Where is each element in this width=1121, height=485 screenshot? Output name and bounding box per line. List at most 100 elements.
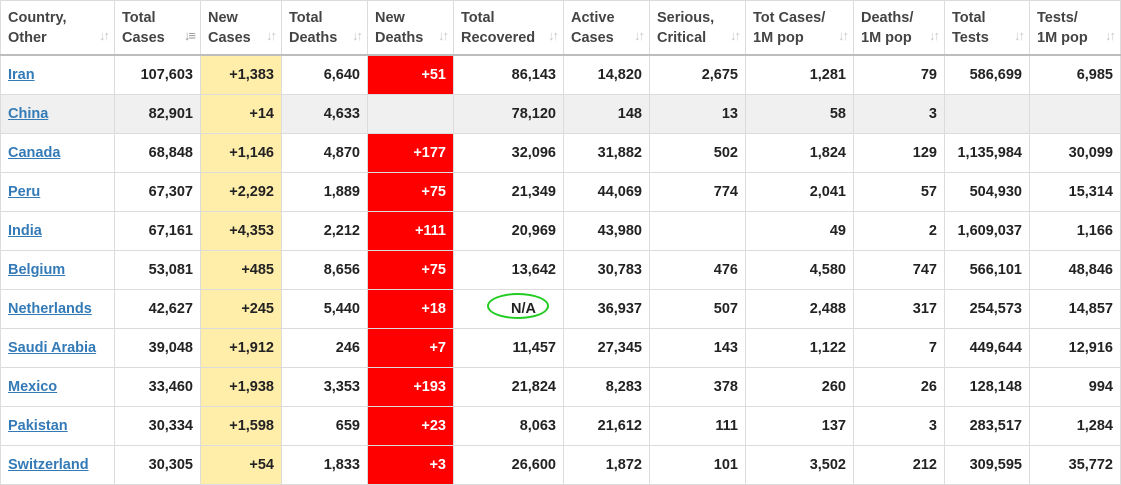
cell-serious-critical: 476 (649, 250, 746, 290)
country-link[interactable]: China (8, 106, 49, 122)
cell-tot-cases-1m: 1,122 (745, 328, 854, 368)
cell-total-recovered: 11,457 (453, 328, 564, 368)
cell-total-recovered: 20,969 (453, 211, 564, 251)
country-link[interactable]: Canada (8, 145, 61, 161)
column-header-active-cases[interactable]: Active Cases ↓↑ (563, 0, 650, 56)
cell-new-cases: +2,292 (200, 172, 282, 212)
cell-new-deaths: +75 (367, 250, 454, 290)
sort-descending-icon[interactable]: ↓≡ (183, 28, 196, 43)
column-header-deaths-1m[interactable]: Deaths/1M pop ↓↑ (853, 0, 945, 56)
cell-tests-1m: 15,314 (1029, 172, 1121, 212)
column-header-new-deaths[interactable]: New Deaths ↓↑ (367, 0, 454, 56)
country-link[interactable]: Peru (8, 184, 41, 200)
column-header-label: Total (461, 9, 495, 26)
column-header-tot-cases-1m[interactable]: Tot Cases/1M pop ↓↑ (745, 0, 854, 56)
cell-serious-critical: 13 (649, 94, 746, 134)
column-header-country[interactable]: Country, Other ↓↑ (0, 0, 115, 56)
cell-tot-cases-1m: 1,281 (745, 54, 854, 95)
cell-total-cases: 39,048 (114, 328, 201, 368)
column-header-total-tests[interactable]: Total Tests ↓↑ (944, 0, 1030, 56)
cell-total-recovered: 21,349 (453, 172, 564, 212)
column-header-tests-1m[interactable]: Tests/1M pop ↓↑ (1029, 0, 1121, 56)
column-header-total-deaths[interactable]: Total Deaths ↓↑ (281, 0, 368, 56)
cell-total-tests: 283,517 (944, 406, 1030, 446)
sort-arrows-icon[interactable]: ↓↑ (548, 28, 559, 43)
sort-arrows-icon[interactable]: ↓↑ (1014, 28, 1025, 43)
cell-total-deaths: 659 (281, 406, 368, 446)
cell-active-cases: 30,783 (563, 250, 650, 290)
cell-total-deaths: 2,212 (281, 211, 368, 251)
cell-total-recovered: N/A (453, 289, 564, 329)
country-link[interactable]: Belgium (8, 262, 66, 278)
country-link[interactable]: India (8, 223, 42, 239)
column-header-label: Total (122, 9, 156, 26)
cell-total-deaths: 4,870 (281, 133, 368, 173)
column-header-total-recovered[interactable]: Total Recovered ↓↑ (453, 0, 564, 56)
column-header-label: Deaths (289, 29, 338, 46)
column-header-new-cases[interactable]: New Cases ↓↑ (200, 0, 282, 56)
country-link[interactable]: Mexico (8, 379, 58, 395)
country-link[interactable]: Switzerland (8, 457, 89, 473)
cell-deaths-1m: 212 (853, 445, 945, 485)
cell-new-deaths: +7 (367, 328, 454, 368)
column-header-label: Cases (122, 29, 165, 46)
cell-new-cases: +1,938 (200, 367, 282, 407)
sort-arrows-icon[interactable]: ↓↑ (634, 28, 645, 43)
table-row: Saudi Arabia 39,048 +1,912 246 +7 11,457 27,34… (0, 328, 1121, 368)
sort-arrows-icon[interactable]: ↓↑ (838, 28, 849, 43)
cell-country: Switzerland (0, 445, 115, 485)
column-header-total-cases[interactable]: Total Cases ↓≡ (114, 0, 201, 56)
cell-total-cases: 82,901 (114, 94, 201, 134)
cell-tests-1m: 30,099 (1029, 133, 1121, 173)
cell-total-recovered: 78,120 (453, 94, 564, 134)
country-link[interactable]: Iran (8, 67, 35, 83)
sort-arrows-icon[interactable]: ↓↑ (1105, 28, 1116, 43)
highlight-ellipse-icon (487, 293, 550, 319)
sort-arrows-icon[interactable]: ↓↑ (929, 28, 940, 43)
cell-serious-critical: 2,675 (649, 54, 746, 95)
sort-arrows-icon[interactable]: ↓↑ (266, 28, 277, 43)
table-row: Pakistan 30,334 +1,598 659 +23 8,063 21,612 111… (0, 406, 1121, 446)
cell-deaths-1m: 3 (853, 94, 945, 134)
column-header-label: Tests/ (1037, 9, 1078, 26)
cell-active-cases: 148 (563, 94, 650, 134)
cell-deaths-1m: 129 (853, 133, 945, 173)
cell-new-cases: +14 (200, 94, 282, 134)
sort-arrows-icon[interactable]: ↓↑ (730, 28, 741, 43)
sort-arrows-icon[interactable]: ↓↑ (99, 28, 110, 43)
cell-deaths-1m: 79 (853, 54, 945, 95)
cell-new-deaths: +18 (367, 289, 454, 329)
sort-arrows-icon[interactable]: ↓↑ (352, 28, 363, 43)
cell-tests-1m: 12,916 (1029, 328, 1121, 368)
cell-active-cases: 44,069 (563, 172, 650, 212)
sort-arrows-icon[interactable]: ↓↑ (438, 28, 449, 43)
cell-country: Saudi Arabia (0, 328, 115, 368)
column-header-label: Active (571, 9, 615, 26)
cell-deaths-1m: 317 (853, 289, 945, 329)
cell-tests-1m: 994 (1029, 367, 1121, 407)
cell-serious-critical: 143 (649, 328, 746, 368)
country-link[interactable]: Saudi Arabia (8, 340, 97, 356)
cell-total-cases: 107,603 (114, 54, 201, 95)
column-header-label: 1M pop (753, 29, 804, 46)
country-link[interactable]: Pakistan (8, 418, 68, 434)
country-link[interactable]: Netherlands (8, 301, 92, 317)
cell-tot-cases-1m: 49 (745, 211, 854, 251)
cell-country: Iran (0, 54, 115, 95)
cell-active-cases: 1,872 (563, 445, 650, 485)
table-row: Netherlands 42,627 +245 5,440 +18 N/A 36,937 50… (0, 289, 1121, 329)
cell-total-tests: 449,644 (944, 328, 1030, 368)
cell-new-cases: +485 (200, 250, 282, 290)
column-header-label: Cases (571, 29, 614, 46)
cell-tot-cases-1m: 2,041 (745, 172, 854, 212)
column-header-serious-critical[interactable]: Serious, Critical ↓↑ (649, 0, 746, 56)
cell-new-deaths: +51 (367, 54, 454, 95)
cell-total-deaths: 1,889 (281, 172, 368, 212)
cell-new-deaths (367, 94, 454, 134)
cell-country: Mexico (0, 367, 115, 407)
cell-deaths-1m: 7 (853, 328, 945, 368)
cell-new-cases: +1,598 (200, 406, 282, 446)
column-header-label: Deaths/ (861, 9, 914, 26)
cell-total-tests: 254,573 (944, 289, 1030, 329)
cell-active-cases: 14,820 (563, 54, 650, 95)
